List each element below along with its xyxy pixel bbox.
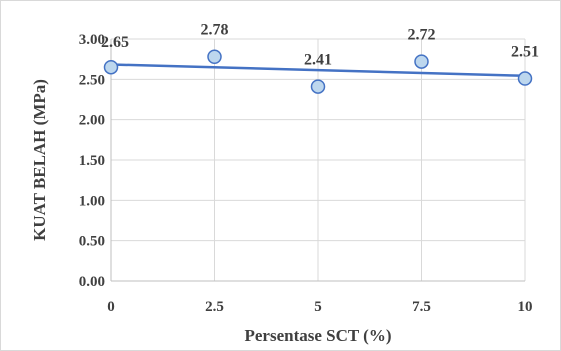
trendline <box>110 63 526 78</box>
x-tick-label: 10 <box>518 299 533 315</box>
axes <box>110 39 525 282</box>
data-point <box>517 71 533 86</box>
y-tick-label: 3.00 <box>79 32 105 48</box>
tick-labels: 0.00 0.50 1.00 1.50 2.00 2.50 3.00 0 2.5 5 7.5 10 <box>79 32 533 315</box>
data-label: 2.41 <box>304 52 332 69</box>
data-label: 2.72 <box>408 27 436 44</box>
data-point <box>207 49 222 64</box>
data-points <box>103 49 533 94</box>
y-tick-label: 1.50 <box>79 153 105 169</box>
data-point <box>103 59 119 75</box>
x-tick-label: 5 <box>314 299 322 315</box>
data-label: 2.51 <box>511 44 539 61</box>
data-point <box>414 54 429 69</box>
x-axis-title: Persentase SCT (%) <box>245 326 392 345</box>
x-tick-label: 7.5 <box>412 299 431 315</box>
data-point <box>310 79 326 94</box>
trendline-group <box>110 63 526 78</box>
y-axis-title: KUAT BELAH (MPa) <box>30 79 49 241</box>
data-label: 2.65 <box>101 34 129 51</box>
y-tick-label: 2.50 <box>79 72 105 88</box>
grid <box>111 38 526 281</box>
data-label: 2.78 <box>201 22 229 39</box>
data-labels: 2.65 2.78 2.41 2.72 2.51 <box>101 22 539 69</box>
y-tick-label: 0.50 <box>79 234 105 250</box>
x-tick-label: 0 <box>107 299 115 315</box>
y-tick-label: 1.00 <box>79 193 105 209</box>
y-tick-label: 2.00 <box>79 113 105 129</box>
x-tick-label: 2.5 <box>205 299 224 315</box>
y-tick-label: 0.00 <box>79 274 105 290</box>
